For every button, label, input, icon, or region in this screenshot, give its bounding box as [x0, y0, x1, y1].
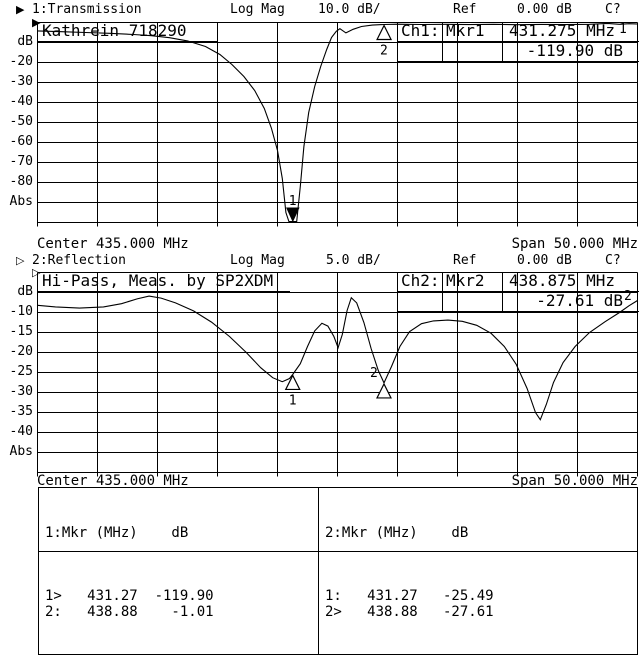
y-axis-label--40: -40 — [9, 424, 33, 439]
channel2-active-arrow-icon: ▷ — [16, 254, 25, 267]
ch1-readout-channel: Ch1: — [398, 22, 443, 41]
ch1-span: Span 50.000 MHz — [511, 236, 638, 252]
y-axis-label--35: -35 — [9, 404, 33, 419]
marker-1-triangle-icon — [284, 374, 301, 391]
y-axis-label--50: -50 — [9, 114, 33, 129]
channel1-scale: 10.0 dB/ — [318, 2, 381, 17]
marker-1-label: 1 — [289, 194, 297, 209]
channel2-scale: 5.0 dB/ — [326, 253, 381, 268]
ch2-readout-marker: Mkr2 — [443, 272, 503, 291]
ch2-center-frequency: Center 435.000 MHz — [37, 473, 189, 489]
marker-2-label: 2 — [370, 366, 378, 381]
channel1-active-arrow-icon: ▶ — [16, 3, 25, 16]
marker-table: 1:Mkr (MHz) dB 1> 431.27 -119.90 2: 438.… — [38, 487, 638, 655]
y-axis-label--60: -60 — [9, 134, 33, 149]
channel2-format: Log Mag — [230, 253, 285, 268]
trace — [37, 22, 638, 223]
ch1-frequency-line: Center 435.000 MHz Span 50.000 MHz — [37, 236, 638, 252]
y-axis-label-Abs: Abs — [9, 444, 33, 459]
y-axis-label--40: -40 — [9, 94, 33, 109]
marker-2-triangle-icon — [376, 382, 392, 399]
ch2-annotation: Hi-Pass, Meas. by SP2XDM — [37, 272, 290, 292]
ch1-center-frequency: Center 435.000 MHz — [37, 236, 189, 252]
y-axis-label--10: -10 — [9, 304, 33, 319]
channel2-ref-value: 0.00 dB — [517, 253, 572, 268]
ch2-readout-row2: -27.61 dB — [398, 292, 639, 312]
y-axis-label--20: -20 — [9, 54, 33, 69]
ch2-marker-readout: Ch2: Mkr2 438.875 MHz -27.61 dB — [397, 272, 639, 312]
y-axis-label--15: -15 — [9, 324, 33, 339]
channel1-title: 1:Transmission — [32, 2, 142, 17]
marker-table-ch1-rows: 1> 431.27 -119.90 2: 438.88 -1.01 — [45, 588, 214, 620]
ch1-annotation: Kathrein 718290 — [37, 22, 218, 42]
grid — [37, 22, 638, 227]
marker-table-ch2-rows: 1: 431.27 -25.49 2> 438.88 -27.61 — [325, 588, 494, 620]
ch2-readout-row1: Ch2: Mkr2 438.875 MHz — [398, 272, 639, 292]
y-axis-label--30: -30 — [9, 74, 33, 89]
marker-table-ch2-column: 2:Mkr (MHz) dB 1: 431.27 -25.49 2> 438.8… — [319, 488, 637, 654]
ch2-ref-level-arrow-icon: ▷ — [32, 266, 41, 279]
marker-table-ch1-header: 1:Mkr (MHz) dB — [39, 520, 318, 552]
marker-1-label: 1 — [289, 393, 297, 408]
ch1-readout-row2: -119.90 dB — [398, 42, 639, 62]
ch1-readout-row1: Ch1: Mkr1 431.275 MHz — [398, 22, 639, 42]
y-axis-label--25: -25 — [9, 364, 33, 379]
ch2-readout-value: -27.61 dB — [536, 291, 623, 310]
channel1-cal-status: C? — [605, 2, 621, 17]
y-axis-label-Abs: Abs — [9, 194, 33, 209]
y-axis-label-dB: dB — [17, 284, 33, 299]
channel1-header: ▶ 1:Transmission Log Mag 10.0 dB/ Ref 0.… — [0, 2, 640, 18]
trace — [37, 295, 638, 421]
ch1-marker-readout: Ch1: Mkr1 431.275 MHz -119.90 dB — [397, 22, 639, 62]
ch2-span: Span 50.000 MHz — [511, 473, 638, 489]
ch1-ref-level-arrow-icon: ▶ — [32, 16, 41, 29]
channel2-ref-label: Ref — [453, 253, 477, 268]
y-axis-label--20: -20 — [9, 344, 33, 359]
marker-1-offscale-arrow-icon — [286, 207, 300, 223]
ch2-readout-frequency: 438.875 MHz — [509, 271, 615, 290]
reflection-chart: 12 — [37, 272, 638, 477]
ch1-readout-marker: Mkr1 — [443, 22, 503, 41]
y-axis-label--30: -30 — [9, 384, 33, 399]
grid — [37, 272, 638, 477]
channel2-title: 2:Reflection — [32, 253, 126, 268]
ch2-readout-channel: Ch2: — [398, 272, 443, 291]
ch2-trace-number: 2 — [624, 289, 632, 304]
marker-table-ch1-column: 1:Mkr (MHz) dB 1> 431.27 -119.90 2: 438.… — [39, 488, 319, 654]
marker-2-label: 2 — [380, 44, 388, 59]
channel2-cal-status: C? — [605, 253, 621, 268]
marker-table-ch2-header: 2:Mkr (MHz) dB — [319, 520, 637, 552]
channel2-header: ▷ 2:Reflection Log Mag 5.0 dB/ Ref 0.00 … — [0, 253, 640, 269]
ch2-frequency-line: Center 435.000 MHz Span 50.000 MHz — [37, 473, 638, 489]
channel1-ref-value: 0.00 dB — [517, 2, 572, 17]
ch1-readout-frequency: 431.275 MHz — [509, 21, 615, 40]
y-axis-label--80: -80 — [9, 174, 33, 189]
ch1-readout-value: -119.90 dB — [526, 41, 623, 60]
transmission-chart: 12 — [37, 22, 638, 227]
channel1-format: Log Mag — [230, 2, 285, 17]
channel1-ref-label: Ref — [453, 2, 477, 17]
y-axis-label-dB: dB — [17, 34, 33, 49]
marker-2-triangle-icon — [376, 24, 393, 41]
y-axis-label--70: -70 — [9, 154, 33, 169]
ch1-trace-number: 1 — [619, 22, 627, 37]
